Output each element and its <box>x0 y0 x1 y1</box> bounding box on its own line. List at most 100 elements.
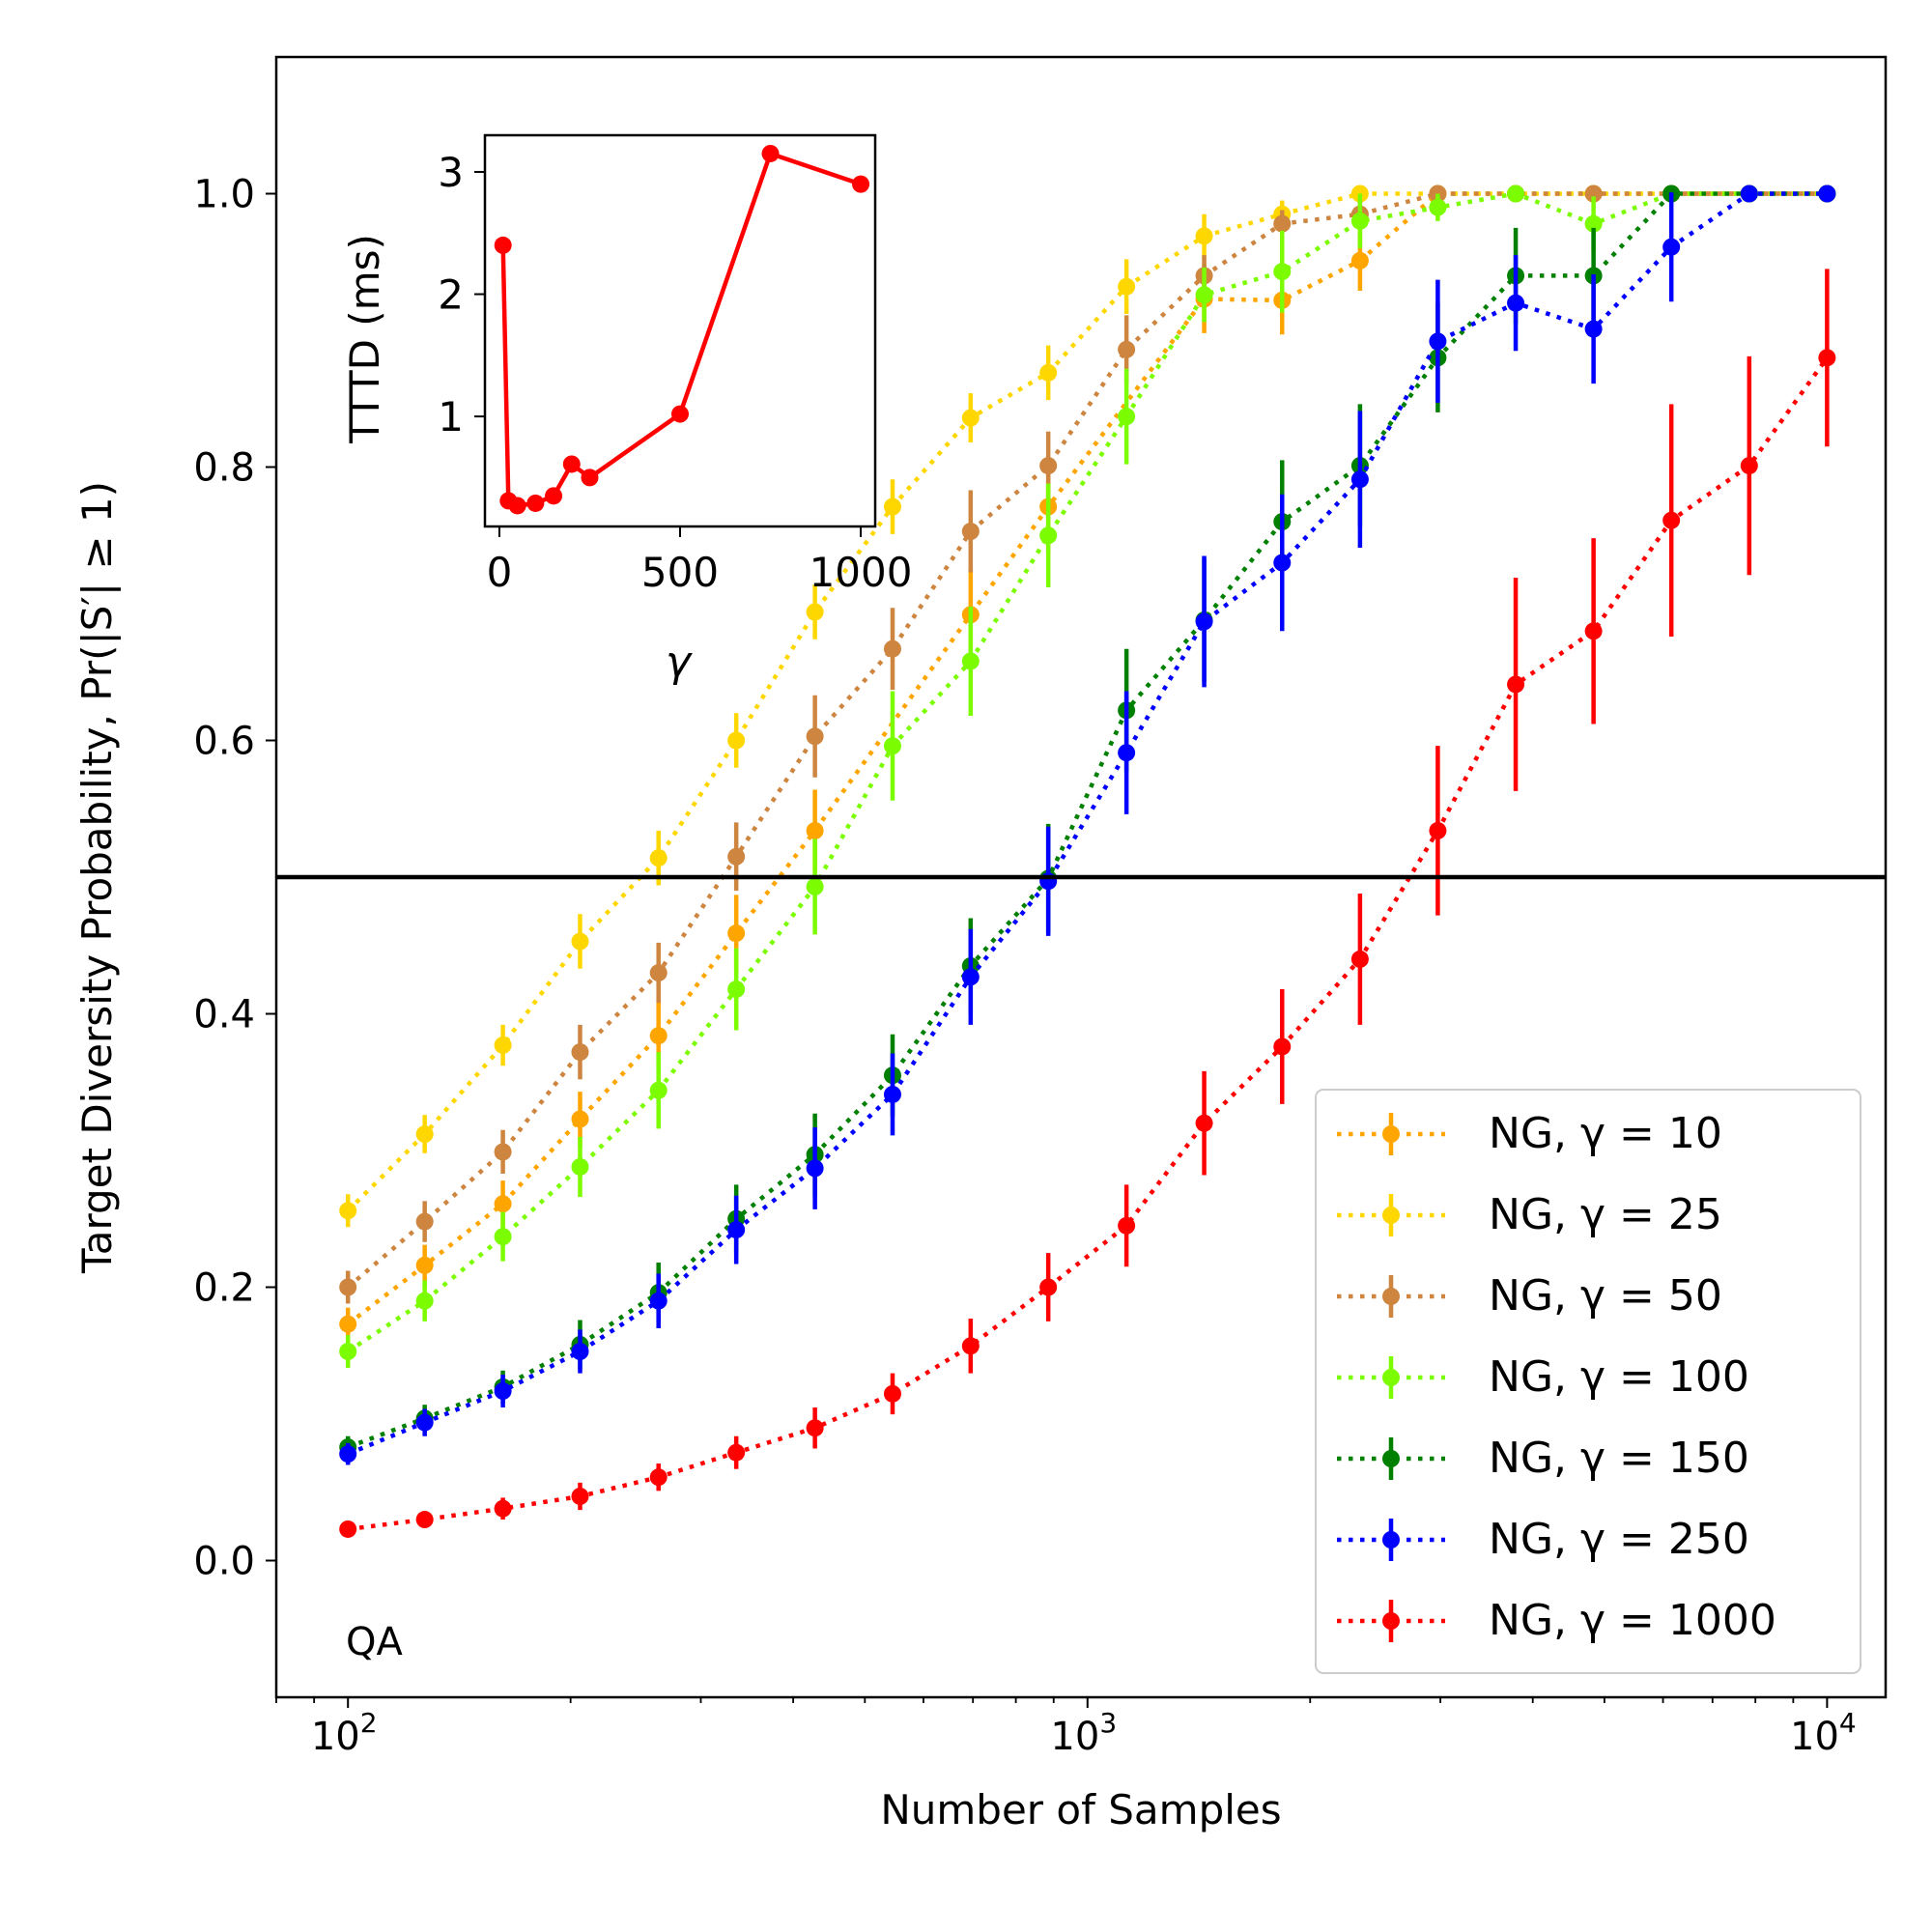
y-axis-label: Target Diversity Probability, Pr(|S′| ≥ … <box>73 481 121 1274</box>
y-axis-ticks: 0.0 0.2 0.4 0.6 0.8 1.0 <box>193 173 276 1584</box>
y-tick-label: 1.0 <box>193 173 255 217</box>
data-point <box>1584 320 1603 338</box>
data-point <box>1740 185 1758 203</box>
data-point <box>1818 349 1836 367</box>
data-point <box>494 1037 512 1055</box>
data-point <box>806 603 824 621</box>
data-point <box>415 1212 434 1231</box>
data-point <box>1273 214 1292 233</box>
data-point <box>1429 332 1447 351</box>
data-point <box>1273 263 1292 281</box>
legend-label: NG, γ = 10 <box>1489 1109 1722 1158</box>
inset-x-tick-label: 500 <box>641 549 719 596</box>
y-tick-label: 0.8 <box>193 446 255 491</box>
data-point <box>571 1343 589 1361</box>
series-line <box>347 191 1828 1457</box>
data-point <box>415 1125 434 1144</box>
data-point <box>806 877 824 895</box>
data-point <box>649 1027 668 1045</box>
series-line <box>347 191 1828 1450</box>
data-point <box>727 924 746 943</box>
data-point <box>1118 277 1136 296</box>
data-point <box>339 1343 357 1361</box>
data-point <box>883 737 901 755</box>
data-point <box>1195 227 1213 245</box>
series-line <box>346 191 1828 1353</box>
data-point <box>1118 340 1136 358</box>
series-line <box>346 191 1828 1212</box>
legend-label: NG, γ = 1000 <box>1489 1596 1776 1645</box>
inset-data-point <box>494 236 512 254</box>
data-point <box>883 1085 901 1103</box>
legend-item-250: NG, γ = 250 <box>1337 1515 1749 1564</box>
series-line <box>347 355 1830 1532</box>
inset-x-tick-label: 1000 <box>810 549 913 596</box>
inset-y-tick-label: 2 <box>438 271 464 319</box>
inset-x-tick-label: 0 <box>487 549 513 596</box>
data-point <box>1195 1114 1213 1132</box>
data-point <box>339 1520 357 1538</box>
data-point <box>571 932 589 951</box>
data-point <box>1507 185 1525 203</box>
legend-frame <box>1315 1089 1861 1674</box>
data-point <box>727 731 746 750</box>
data-point <box>649 1081 668 1099</box>
data-point <box>1350 251 1369 270</box>
legend-marker <box>1382 1288 1400 1305</box>
data-point <box>806 727 824 746</box>
data-point <box>727 1443 746 1462</box>
x-tick-label: 103 <box>1050 1707 1117 1759</box>
inset-data-point <box>526 494 545 512</box>
data-point <box>649 849 668 867</box>
legend-marker <box>1382 1207 1400 1224</box>
data-point <box>961 1337 980 1355</box>
data-point <box>727 1221 746 1239</box>
legend-label: NG, γ = 250 <box>1489 1515 1749 1564</box>
legend-marker <box>1382 1531 1400 1548</box>
legend-marker <box>1382 1450 1400 1467</box>
x-tick-base: 10 <box>1050 1715 1099 1759</box>
data-point <box>494 1143 512 1161</box>
data-point <box>1118 408 1136 426</box>
data-point <box>961 409 980 427</box>
data-point <box>1273 554 1292 572</box>
data-point <box>1350 212 1369 230</box>
inset-data-point <box>508 497 526 515</box>
data-point <box>1740 457 1758 475</box>
data-point <box>1818 185 1836 203</box>
inset-y-tick-label: 3 <box>438 149 464 196</box>
series-line <box>346 191 1828 1326</box>
data-point <box>571 1157 589 1176</box>
y-tick-label: 0.6 <box>193 720 255 764</box>
data-point <box>806 1159 824 1178</box>
data-point <box>1350 950 1369 968</box>
series-line <box>346 191 1828 1290</box>
x-axis-label: Number of Samples <box>880 1786 1281 1833</box>
data-point <box>1507 294 1525 312</box>
data-point <box>806 821 824 839</box>
data-point <box>1039 526 1058 545</box>
data-point <box>1584 214 1603 233</box>
data-point <box>1118 1216 1136 1235</box>
panel-annotation: QA <box>346 1620 403 1664</box>
data-point <box>961 968 980 986</box>
data-point <box>494 1195 512 1213</box>
inset-plot: 0 500 1000 1 2 3 γ TTTD (ms) <box>341 133 913 687</box>
data-point <box>494 1382 512 1401</box>
y-tick-label: 0.0 <box>193 1540 255 1584</box>
legend-label: NG, γ = 100 <box>1489 1352 1749 1402</box>
legend-label: NG, γ = 25 <box>1489 1190 1722 1239</box>
x-tick-exponent: 2 <box>360 1707 378 1739</box>
data-point <box>649 1292 668 1310</box>
data-point <box>1584 622 1603 640</box>
data-point <box>339 1445 357 1463</box>
data-point <box>1507 675 1525 694</box>
series-250 <box>339 185 1836 1465</box>
data-point <box>727 847 746 866</box>
data-point <box>961 652 980 670</box>
data-point <box>883 1384 901 1403</box>
data-point <box>961 523 980 541</box>
inset-data-point <box>545 487 563 505</box>
data-point <box>339 1202 357 1220</box>
